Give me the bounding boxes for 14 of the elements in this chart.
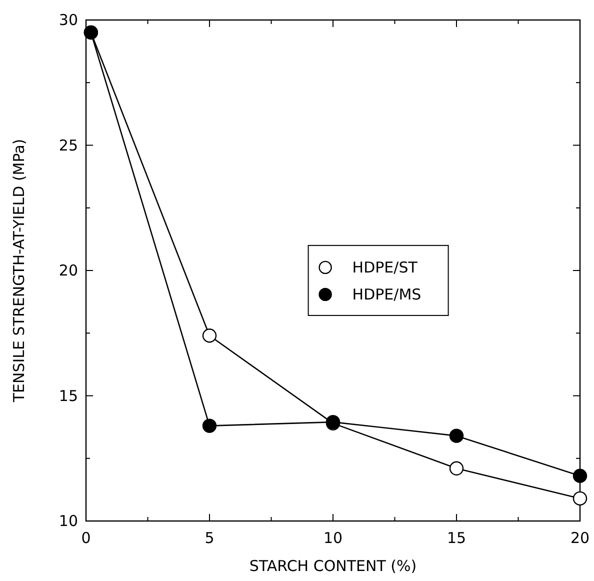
x-tick-label: 0 bbox=[81, 529, 91, 547]
legend-label: HDPE/MS bbox=[352, 285, 422, 304]
y-tick-label: 10 bbox=[58, 512, 78, 530]
y-tick-label: 20 bbox=[58, 262, 78, 280]
x-tick-label: 15 bbox=[446, 529, 466, 547]
y-tick-label: 15 bbox=[58, 386, 78, 405]
x-tick-label: 5 bbox=[204, 529, 214, 547]
x-tick-label: 20 bbox=[570, 529, 590, 547]
x-axis-title: STARCH CONTENT (%) bbox=[249, 557, 417, 575]
x-tick-label: 10 bbox=[323, 529, 343, 547]
y-axis-title: TENSILE STRENGTH-AT-YIELD (MPa) bbox=[10, 138, 28, 404]
y-tick-label: 30 bbox=[58, 11, 78, 29]
y-tick-label: 25 bbox=[58, 136, 78, 154]
legend-label: HDPE/ST bbox=[352, 258, 418, 276]
